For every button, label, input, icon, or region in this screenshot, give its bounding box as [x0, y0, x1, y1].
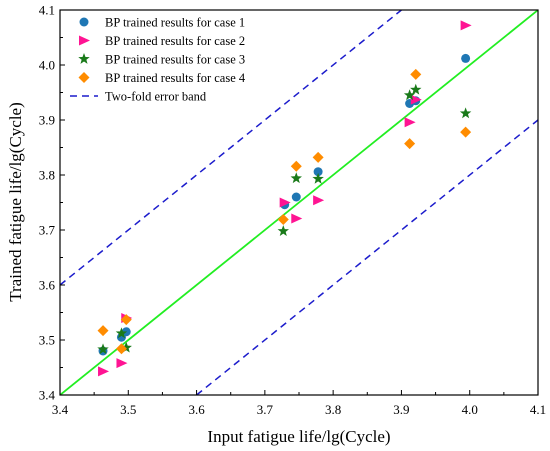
y-tick-label: 3.9 [39, 113, 55, 128]
y-tick-label: 4.0 [39, 58, 55, 73]
data-point-case-3-9 [459, 107, 472, 119]
x-tick-label: 4.1 [530, 402, 546, 417]
data-point-case-3-2 [115, 327, 128, 339]
data-point-case-3-8 [410, 83, 422, 95]
data-point-case-1-6 [313, 167, 323, 177]
legend-label-case-4: BP trained results for case 4 [105, 71, 246, 85]
data-point-case-4-9 [460, 126, 472, 138]
legend-label-error-band: Two-fold error band [105, 90, 207, 104]
data-point-case-2-4 [279, 197, 291, 208]
data-point-case-4-8 [410, 68, 422, 80]
data-point-case-4-2 [115, 343, 127, 355]
data-point-case-2-1 [98, 366, 110, 377]
x-tick-label: 4.0 [462, 402, 478, 417]
x-tick-label: 3.8 [325, 402, 341, 417]
y-tick-label: 4.1 [39, 3, 55, 18]
x-tick-label: 3.4 [52, 402, 69, 417]
data-point-case-3-4 [277, 225, 289, 236]
data-point-case-3-7 [403, 89, 416, 101]
legend-label-case-3: BP trained results for case 3 [105, 53, 245, 67]
data-point-case-2-6 [313, 195, 325, 206]
x-tick-label: 3.9 [393, 402, 409, 417]
data-point-case-4-3 [120, 314, 132, 326]
data-point-case-3-5 [290, 172, 302, 184]
data-point-case-2-7 [404, 117, 416, 128]
data-point-case-2-2 [116, 358, 128, 369]
legend-marker-case-4 [78, 72, 90, 83]
data-point-case-3-6 [312, 172, 324, 184]
data-point-case-4-5 [290, 160, 302, 172]
error-band-line-2 [196, 119, 538, 395]
y-axis-title: Trained fatigue life/lg(Cycle) [6, 102, 25, 302]
data-point-case-4-6 [312, 151, 324, 163]
legend-marker-case-1 [79, 17, 89, 27]
diagonal-reference-line [60, 10, 538, 395]
legend-marker-case-2 [79, 35, 90, 46]
legend-label-case-2: BP trained results for case 2 [105, 34, 245, 48]
data-point-case-2-8 [410, 94, 422, 105]
data-point-case-4-1 [97, 325, 109, 337]
data-point-case-3-1 [97, 343, 109, 355]
error-band-line-1 [60, 10, 402, 286]
y-tick-label: 3.8 [39, 168, 55, 183]
x-tick-label: 3.6 [188, 402, 205, 417]
x-axis-title: Input fatigue life/lg(Cycle) [207, 427, 390, 446]
legend: BP trained results for case 1 BP trained … [70, 16, 246, 104]
legend-label-case-1: BP trained results for case 1 [105, 16, 245, 30]
data-point-case-1-5 [291, 192, 301, 202]
data-point-case-2-9 [460, 20, 472, 31]
x-tick-label: 3.5 [120, 402, 136, 417]
y-tick-label: 3.6 [39, 278, 56, 293]
y-tick-label: 3.4 [39, 388, 56, 403]
data-point-case-3-3 [120, 341, 132, 353]
y-tick-label: 3.5 [39, 333, 55, 348]
data-point-case-4-7 [404, 138, 416, 150]
data-point-case-4-4 [277, 214, 289, 226]
x-tick-label: 3.7 [257, 402, 274, 417]
y-tick-label: 3.7 [39, 223, 56, 238]
data-point-case-1-9 [461, 53, 471, 63]
data-point-case-2-5 [291, 213, 303, 224]
legend-marker-case-3 [78, 53, 90, 64]
